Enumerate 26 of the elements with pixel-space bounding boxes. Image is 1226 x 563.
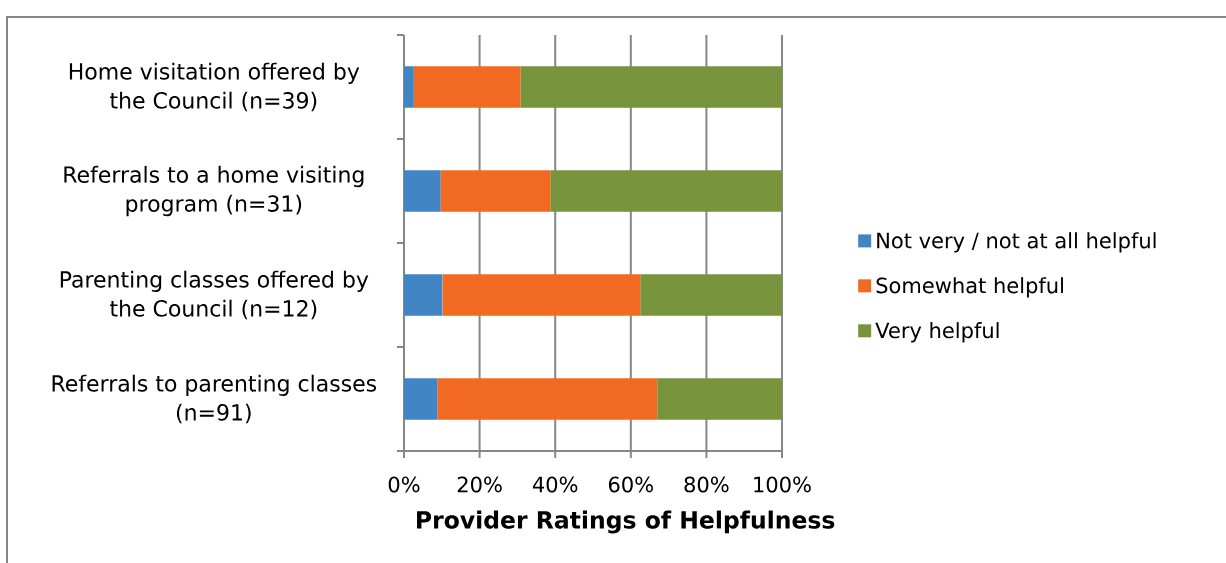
bar xyxy=(440,170,551,212)
legend-label: Not very / not at all helpful xyxy=(877,232,1156,253)
x-tick-label: 60% xyxy=(608,476,653,493)
bar xyxy=(657,378,782,420)
bar xyxy=(437,378,658,420)
x-tick-label: 80% xyxy=(684,476,729,493)
y-tick-label: Referrals to a home visiting program (n=31) xyxy=(64,165,364,217)
x-tick-label: 0% xyxy=(388,476,420,493)
x-axis-title: Provider Ratings of Helpfulness xyxy=(417,510,835,534)
legend-label: Somewhat helpful xyxy=(876,277,1063,298)
bar xyxy=(550,170,782,212)
y-tick-label: Referrals to parenting classes (n=91) xyxy=(52,374,377,424)
bar xyxy=(640,274,782,316)
bar xyxy=(404,274,443,316)
y-tick-label: Home visitation offered by the Council (n=39) xyxy=(69,62,360,112)
y-tick-label: Parenting classes offered by the Council (n=12) xyxy=(60,270,369,320)
legend-label: Very helpful xyxy=(875,322,999,343)
bar xyxy=(442,274,641,316)
x-tick-label: 40% xyxy=(532,476,578,493)
bar xyxy=(404,378,438,420)
x-tick-label: 20% xyxy=(457,476,502,493)
bar xyxy=(413,66,521,108)
bar xyxy=(404,66,414,108)
bar xyxy=(404,170,441,212)
bar xyxy=(520,66,782,108)
x-tick-label: 100% xyxy=(754,476,811,493)
